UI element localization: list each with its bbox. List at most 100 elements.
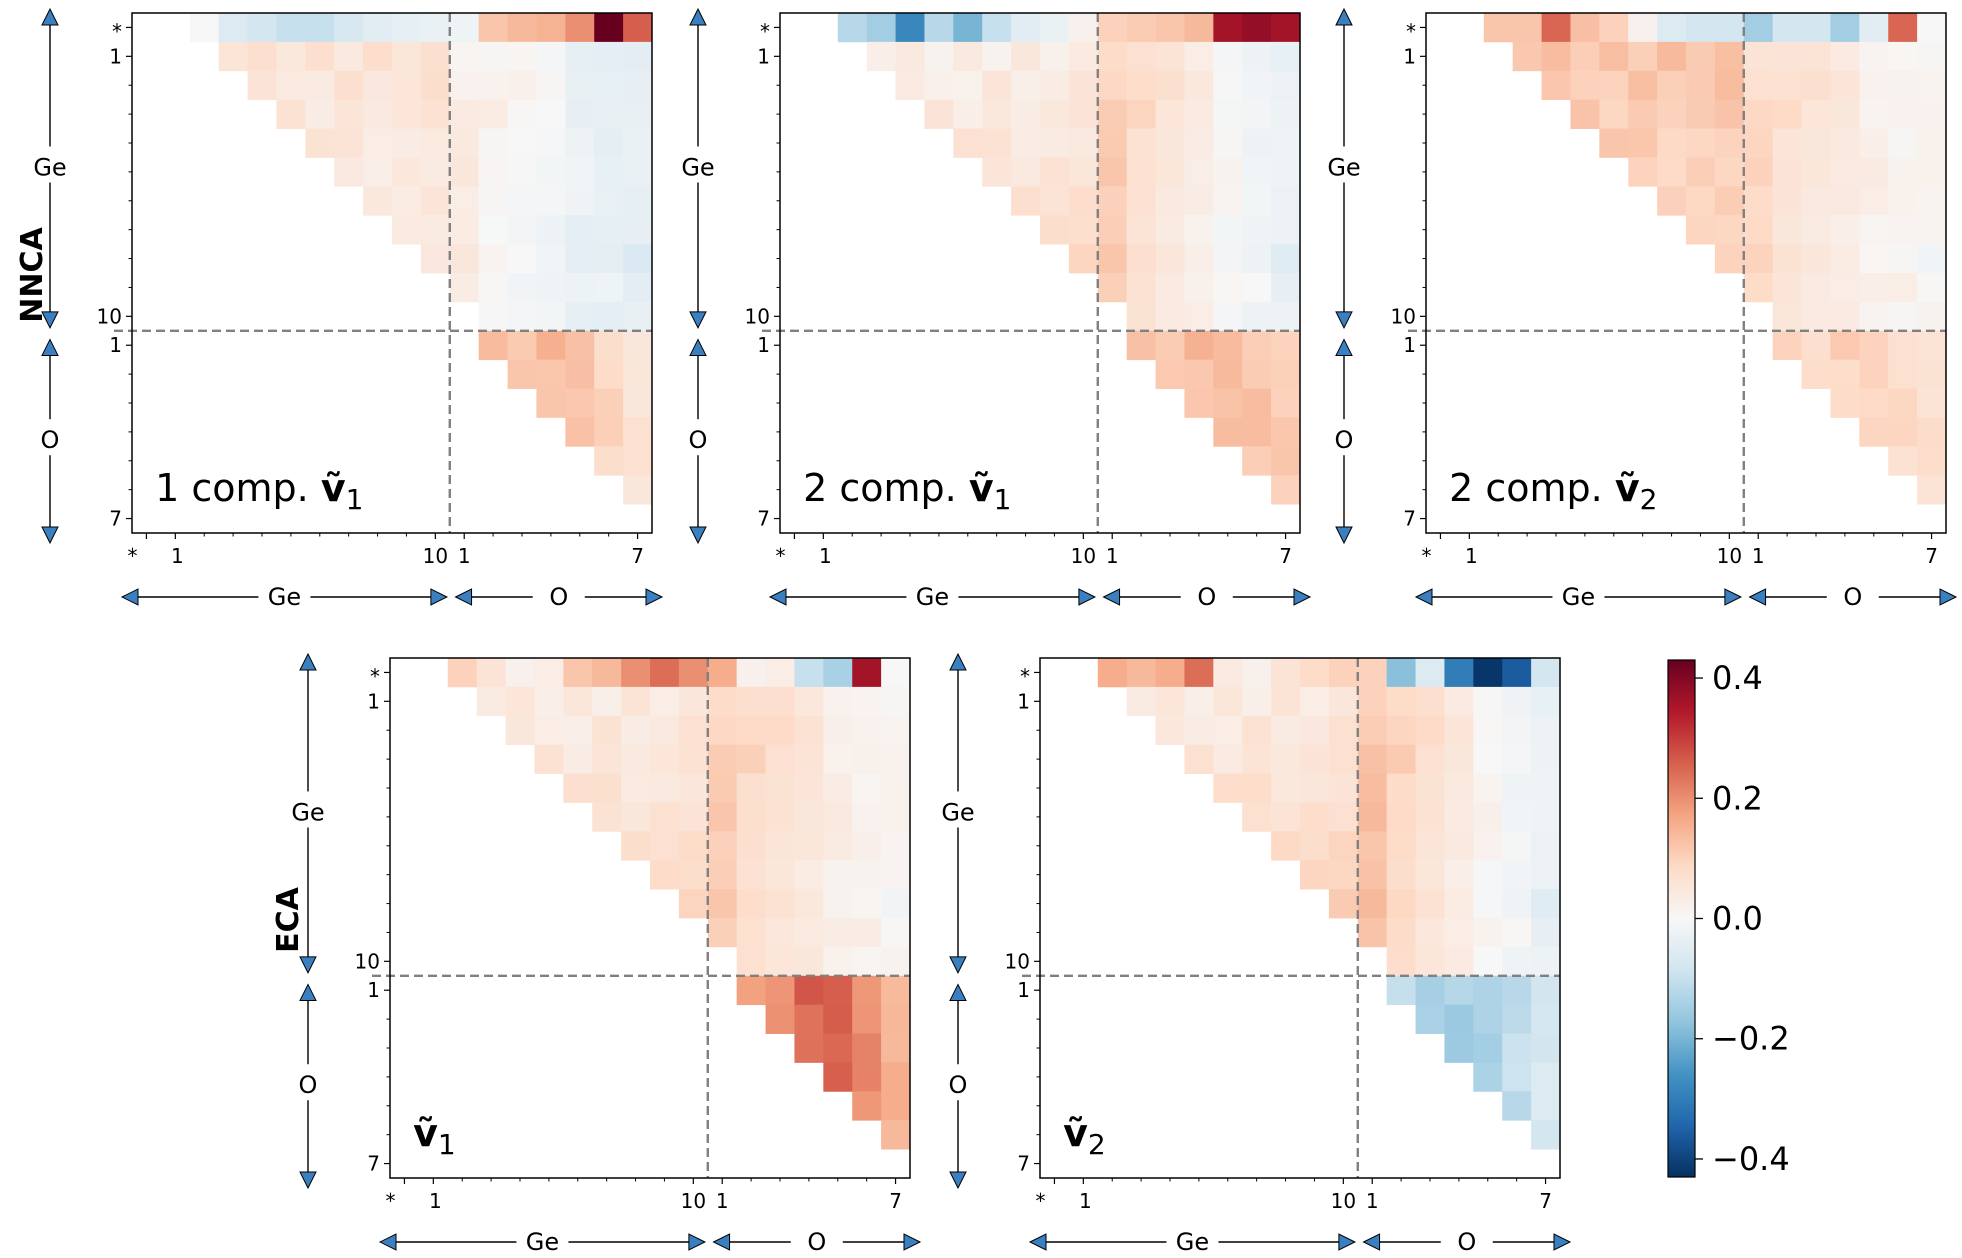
heatmap-cell-*-Ge5 xyxy=(1570,13,1600,43)
heatmap-cell-Ge7-O1 xyxy=(707,860,738,890)
heatmap-cell-*-Ge10 xyxy=(678,658,709,688)
heatmap-cell-Ge6-O3 xyxy=(765,831,795,861)
heatmap-cell-Ge1-Ge6 xyxy=(953,41,983,72)
heatmap-cell-Ge2-Ge4 xyxy=(505,715,535,746)
heatmap-cell-Ge6-O3 xyxy=(1155,186,1185,216)
heatmap-cell-Ge1-Ge6 xyxy=(1213,686,1243,717)
heatmap-cell-Ge10-O6 xyxy=(852,946,882,977)
heatmap-cell-Ge2-Ge6 xyxy=(1213,715,1243,746)
heatmap-cell-O1-O3 xyxy=(507,330,537,361)
o-horizontal-arrow-label: O xyxy=(549,583,568,611)
heatmap-cell-Ge2-O1 xyxy=(707,715,738,746)
heatmap-cell-O5-O6 xyxy=(594,446,624,476)
y-tick-label: * xyxy=(112,19,122,43)
heatmap-cell-Ge3-Ge5 xyxy=(276,99,306,129)
heatmap-cell-Ge2-Ge5 xyxy=(1570,70,1600,101)
heatmap-cell-Ge7-O6 xyxy=(852,860,882,890)
heatmap-cell-Ge8-Ge10 xyxy=(420,244,451,274)
ge-vertical-arrow-label: Ge xyxy=(941,798,974,826)
heatmap-cell-Ge1-O7 xyxy=(1531,686,1561,717)
o-horizontal-arrow-arrowhead-left xyxy=(1748,588,1767,606)
heatmap-cell-Ge8-O7 xyxy=(623,244,653,274)
heatmap-cell-*-O4 xyxy=(794,658,824,688)
heatmap-cell-Ge6-O2 xyxy=(478,186,508,216)
heatmap-cell-O1-O2 xyxy=(1772,330,1802,361)
o-vertical-arrow-arrowhead-up xyxy=(949,983,967,1001)
heatmap-cell-Ge1-Ge3 xyxy=(476,686,506,717)
heatmap-cell-Ge2-O3 xyxy=(1415,715,1445,746)
heatmap-cell-Ge6-Ge9 xyxy=(1300,831,1330,861)
heatmap-cell-O5-O6 xyxy=(1242,446,1272,476)
heatmap-cell-Ge7-Ge9 xyxy=(1686,215,1716,245)
heatmap-cell-Ge2-O5 xyxy=(823,715,853,746)
heatmap-cell-Ge2-Ge10 xyxy=(1068,70,1099,101)
heatmap-cell-Ge6-Ge8 xyxy=(1011,186,1041,216)
heatmap-cell-Ge1-O7 xyxy=(1917,41,1947,72)
heatmap-cell-Ge8-O1 xyxy=(1743,244,1774,274)
heatmap-cell-Ge2-O6 xyxy=(1502,715,1532,746)
heatmap-cell-Ge2-O1 xyxy=(1743,70,1774,101)
heatmap-cell-*-Ge6 xyxy=(563,658,593,688)
heatmap-cell-Ge3-O2 xyxy=(1772,99,1802,129)
heatmap-cell-O1-O6 xyxy=(594,330,624,361)
heatmap-cell-Ge7-Ge10 xyxy=(420,215,451,245)
heatmap-cell-O6-O7 xyxy=(1917,475,1947,505)
heatmap-cell-Ge5-Ge7 xyxy=(592,802,622,832)
heatmap-cell-Ge5-Ge10 xyxy=(1328,802,1359,832)
heatmap-cell-Ge8-O3 xyxy=(765,889,795,919)
heatmap-cell-O1-O6 xyxy=(852,975,882,1006)
heatmap-cell-Ge1-O5 xyxy=(823,686,853,717)
panel-label-subscript: 1 xyxy=(438,1128,456,1161)
heatmap-cell-Ge7-O5 xyxy=(1473,860,1503,890)
heatmap-cell-Ge5-O1 xyxy=(1097,157,1128,187)
heatmap-cell-Ge4-O3 xyxy=(1801,128,1831,158)
x-tick-label: 10 xyxy=(1717,544,1742,568)
heatmap-cell-Ge3-O4 xyxy=(1830,99,1860,129)
heatmap-cell-Ge1-O4 xyxy=(1830,41,1860,72)
heatmap-cell-Ge1-Ge4 xyxy=(1541,41,1571,72)
heatmap-cell-*-Ge9 xyxy=(1686,13,1716,43)
heatmap-cell-O3-O6 xyxy=(1502,1033,1532,1063)
heatmap-cell-Ge5-O5 xyxy=(1859,157,1889,187)
heatmap-cell-Ge5-Ge8 xyxy=(1011,157,1041,187)
heatmap-cell-Ge1-O1 xyxy=(1743,41,1774,72)
heatmap-cell-Ge9-O6 xyxy=(1242,273,1272,303)
panel-label-vector: ṽ xyxy=(413,1111,438,1155)
heatmap-cell-Ge1-Ge3 xyxy=(1126,686,1156,717)
panel-label: 2 comp. ṽ2 xyxy=(1449,466,1657,516)
heatmap-cell-Ge2-Ge6 xyxy=(305,70,335,101)
heatmap-cell-Ge9-O7 xyxy=(623,273,653,303)
heatmap-cell-Ge1-Ge6 xyxy=(563,686,593,717)
heatmap-cell-Ge5-O4 xyxy=(536,157,566,187)
heatmap-cell-O2-O5 xyxy=(1213,359,1243,389)
ge-vertical-arrow-label: Ge xyxy=(33,153,66,181)
heatmap-cell-Ge8-O6 xyxy=(852,889,882,919)
heatmap-cell-Ge1-Ge4 xyxy=(505,686,535,717)
heatmap-cell-Ge8-O2 xyxy=(478,244,508,274)
heatmap-cell-Ge10-O3 xyxy=(765,946,795,977)
ge-horizontal-arrow-arrowhead-left xyxy=(120,588,139,606)
heatmap-cell-O2-O6 xyxy=(594,359,624,389)
heatmap-cell-O6-O7 xyxy=(881,1120,911,1150)
o-vertical-arrow-arrowhead-up xyxy=(1335,338,1353,356)
ge-horizontal-arrow-arrowhead-left xyxy=(1028,1233,1047,1251)
ge-vertical-arrow-arrowhead-up xyxy=(689,7,707,26)
heatmap-cell-O2-O4 xyxy=(1444,1004,1474,1034)
heatmap-cell-O1-O5 xyxy=(823,975,853,1006)
heatmap-cell-O4-O6 xyxy=(852,1062,882,1092)
heatmap-cell-Ge7-O4 xyxy=(1830,215,1860,245)
x-tick-label: * xyxy=(385,1189,395,1213)
heatmap-cell-Ge7-O7 xyxy=(1271,215,1301,245)
x-tick-label: 10 xyxy=(1071,544,1096,568)
heatmap-cell-Ge2-Ge10 xyxy=(420,70,451,101)
heatmap-cell-*-O1 xyxy=(449,13,480,43)
heatmap-cell-Ge2-Ge9 xyxy=(392,70,422,101)
o-horizontal-arrow-arrowhead-right xyxy=(903,1233,922,1251)
heatmap-cell-Ge8-O4 xyxy=(1184,244,1214,274)
o-vertical-arrow-arrowhead-down xyxy=(689,526,707,545)
o-vertical-arrow-label: O xyxy=(41,426,60,454)
heatmap-cell-O5-O7 xyxy=(881,1091,911,1121)
ge-vertical-arrow-arrowhead-up xyxy=(1335,7,1353,26)
heatmap-cell-Ge5-Ge9 xyxy=(1040,157,1070,187)
